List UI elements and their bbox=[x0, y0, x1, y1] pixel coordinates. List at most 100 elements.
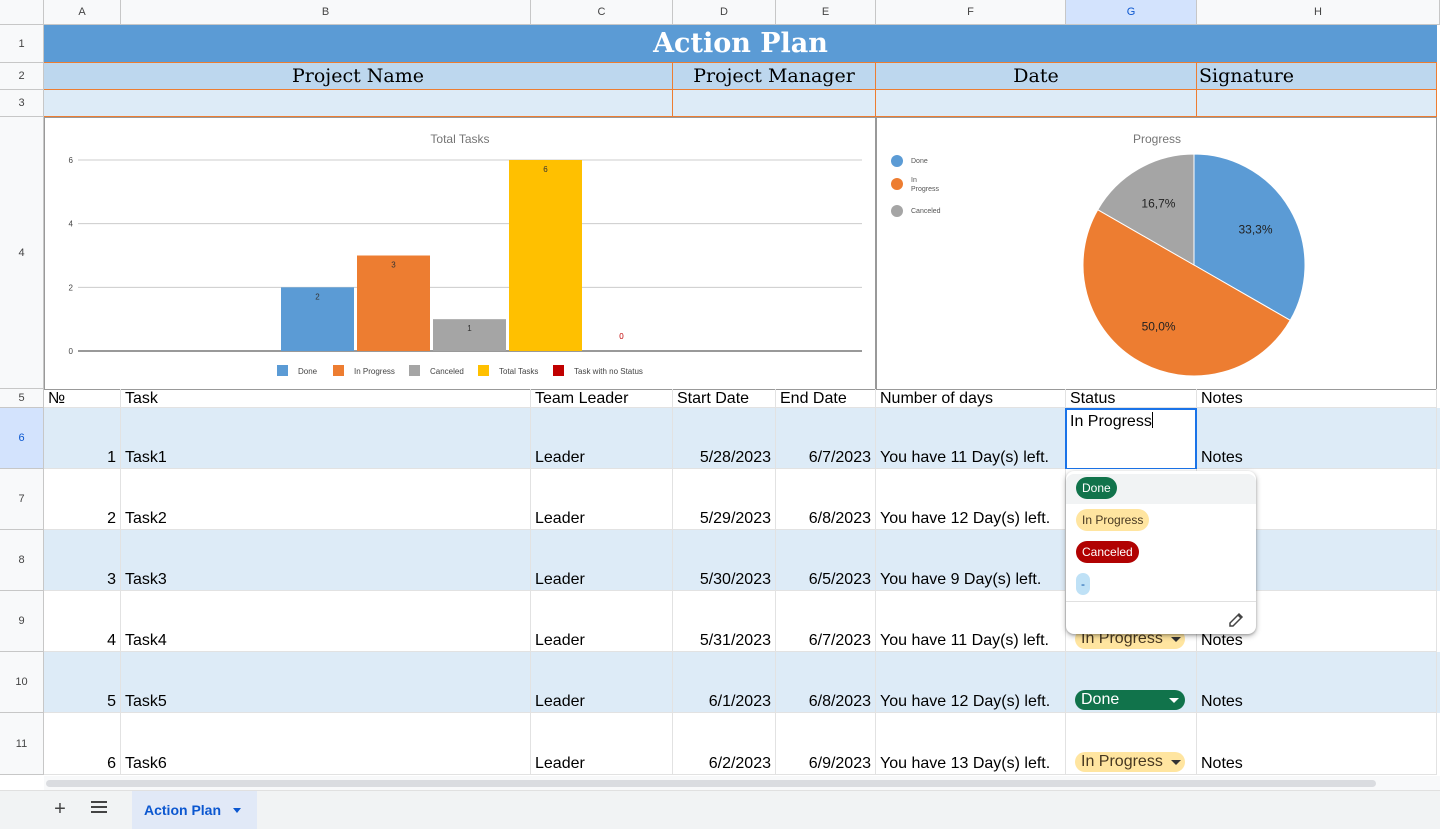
column-header-e[interactable]: E bbox=[776, 0, 876, 25]
horizontal-scrollbar-track[interactable] bbox=[44, 776, 1440, 790]
task-status[interactable]: In Progress bbox=[1066, 713, 1197, 775]
row-header-2[interactable]: 2 bbox=[0, 63, 44, 90]
pie-slice-in-progress[interactable] bbox=[1082, 209, 1291, 377]
row-header-4[interactable]: 4 bbox=[0, 117, 44, 389]
task-name[interactable]: Task2 bbox=[121, 469, 531, 530]
task-status[interactable]: In Progress bbox=[1066, 591, 1197, 652]
all-sheets-menu-icon[interactable] bbox=[91, 801, 107, 815]
project-name-cell[interactable] bbox=[44, 90, 673, 117]
header-status[interactable]: Status bbox=[1066, 389, 1197, 408]
add-sheet-icon[interactable]: + bbox=[54, 798, 66, 820]
task-leader[interactable]: Leader bbox=[531, 469, 673, 530]
project-name-header[interactable]: Project Name bbox=[44, 63, 673, 90]
status-cell-editor[interactable]: In Progress bbox=[1065, 408, 1197, 470]
row-header-10[interactable]: 10 bbox=[0, 652, 44, 713]
task-start-date[interactable]: 6/1/2023 bbox=[673, 652, 776, 713]
task-days-left[interactable]: You have 13 Day(s) left. bbox=[876, 713, 1066, 775]
task-number[interactable]: 1 bbox=[44, 408, 121, 469]
project-manager-header[interactable]: Project Manager bbox=[673, 63, 876, 90]
column-header-d[interactable]: D bbox=[673, 0, 776, 25]
task-status[interactable]: Done bbox=[1066, 652, 1197, 713]
header-task[interactable]: Task bbox=[121, 389, 531, 408]
row-header-7[interactable]: 7 bbox=[0, 469, 44, 530]
date-header[interactable]: Date bbox=[876, 63, 1197, 90]
sheet-tab-action-plan[interactable]: Action Plan bbox=[132, 791, 257, 829]
task-leader[interactable]: Leader bbox=[531, 652, 673, 713]
signature-cell[interactable] bbox=[1197, 90, 1437, 117]
row-header-8[interactable]: 8 bbox=[0, 530, 44, 591]
task-leader[interactable]: Leader bbox=[531, 713, 673, 775]
dropdown-option-canceled[interactable]: Canceled bbox=[1076, 541, 1139, 563]
column-header-a[interactable]: A bbox=[44, 0, 121, 25]
dropdown-option-done[interactable]: Done bbox=[1076, 477, 1117, 499]
edit-pencil-icon[interactable] bbox=[1226, 610, 1246, 630]
header-team-leader[interactable]: Team Leader bbox=[531, 389, 673, 408]
dropdown-option-in-progress[interactable]: In Progress bbox=[1076, 509, 1150, 531]
select-all-corner[interactable] bbox=[0, 0, 44, 25]
column-header-b[interactable]: B bbox=[121, 0, 531, 25]
bar-canceled[interactable] bbox=[433, 319, 506, 351]
task-name[interactable]: Task6 bbox=[121, 713, 531, 775]
task-notes[interactable]: Notes bbox=[1197, 652, 1437, 713]
header-end-date[interactable]: End Date bbox=[776, 389, 876, 408]
status-chip[interactable]: Done bbox=[1075, 690, 1185, 710]
page-title[interactable]: Action Plan bbox=[44, 25, 1437, 63]
pie-slice-canceled[interactable] bbox=[1097, 153, 1195, 266]
task-leader[interactable]: Leader bbox=[531, 530, 673, 591]
row-header-11[interactable]: 11 bbox=[0, 713, 44, 775]
task-start-date[interactable]: 5/28/2023 bbox=[673, 408, 776, 469]
project-manager-cell[interactable] bbox=[673, 90, 876, 117]
task-end-date[interactable]: 6/7/2023 bbox=[776, 408, 876, 469]
column-header-c[interactable]: C bbox=[531, 0, 673, 25]
signature-header[interactable]: Signature bbox=[1197, 63, 1437, 90]
column-header-h[interactable]: H bbox=[1197, 0, 1440, 25]
column-header-g[interactable]: G bbox=[1066, 0, 1197, 25]
task-notes[interactable]: Notes bbox=[1197, 591, 1437, 652]
row-header-9[interactable]: 9 bbox=[0, 591, 44, 652]
row-header-6[interactable]: 6 bbox=[0, 408, 44, 469]
horizontal-scrollbar-thumb[interactable] bbox=[46, 780, 1376, 787]
task-notes[interactable] bbox=[1197, 530, 1437, 591]
task-days-left[interactable]: You have 11 Day(s) left. bbox=[876, 408, 1066, 469]
header-number-of-days[interactable]: Number of days bbox=[876, 389, 1066, 408]
task-end-date[interactable]: 6/5/2023 bbox=[776, 530, 876, 591]
bar-done[interactable] bbox=[281, 287, 354, 351]
column-header-f[interactable]: F bbox=[876, 0, 1066, 25]
task-number[interactable]: 5 bbox=[44, 652, 121, 713]
task-days-left[interactable]: You have 12 Day(s) left. bbox=[876, 469, 1066, 530]
task-end-date[interactable]: 6/7/2023 bbox=[776, 591, 876, 652]
task-end-date[interactable]: 6/9/2023 bbox=[776, 713, 876, 775]
task-start-date[interactable]: 5/29/2023 bbox=[673, 469, 776, 530]
status-chip[interactable]: In Progress bbox=[1075, 629, 1185, 649]
task-start-date[interactable]: 6/2/2023 bbox=[673, 713, 776, 775]
total-tasks-chart[interactable]: Total Tasks 0 2 4 6 2 3 1 6 0 Done In Progress Ca… bbox=[44, 117, 876, 390]
task-name[interactable]: Task3 bbox=[121, 530, 531, 591]
task-notes[interactable]: Notes bbox=[1197, 713, 1437, 775]
task-notes[interactable]: Notes bbox=[1197, 408, 1437, 469]
pie-slice-done[interactable] bbox=[1193, 153, 1306, 321]
header-notes[interactable]: Notes bbox=[1197, 389, 1437, 408]
task-leader[interactable]: Leader bbox=[531, 591, 673, 652]
date-cell[interactable] bbox=[876, 90, 1197, 117]
header-start-date[interactable]: Start Date bbox=[673, 389, 776, 408]
task-days-left[interactable]: You have 12 Day(s) left. bbox=[876, 652, 1066, 713]
row-header-5[interactable]: 5 bbox=[0, 389, 44, 408]
bar-total-tasks[interactable] bbox=[509, 160, 582, 351]
row-header-3[interactable]: 3 bbox=[0, 90, 44, 117]
task-days-left[interactable]: You have 9 Day(s) left. bbox=[876, 530, 1066, 591]
task-number[interactable]: 4 bbox=[44, 591, 121, 652]
dropdown-option-none[interactable]: - bbox=[1076, 573, 1090, 595]
task-name[interactable]: Task4 bbox=[121, 591, 531, 652]
task-notes[interactable] bbox=[1197, 469, 1437, 530]
tab-menu-arrow-icon[interactable] bbox=[233, 807, 242, 813]
task-number[interactable]: 3 bbox=[44, 530, 121, 591]
task-number[interactable]: 2 bbox=[44, 469, 121, 530]
task-name[interactable]: Task5 bbox=[121, 652, 531, 713]
progress-chart[interactable]: Progress 33,3% 50,0% 16,7% Done In Progress C… bbox=[876, 117, 1437, 390]
row-header-1[interactable]: 1 bbox=[0, 25, 44, 63]
header-no[interactable]: № bbox=[44, 389, 121, 408]
task-end-date[interactable]: 6/8/2023 bbox=[776, 469, 876, 530]
status-chip[interactable]: In Progress bbox=[1075, 752, 1185, 772]
bar-in-progress[interactable] bbox=[357, 255, 430, 352]
task-start-date[interactable]: 5/31/2023 bbox=[673, 591, 776, 652]
